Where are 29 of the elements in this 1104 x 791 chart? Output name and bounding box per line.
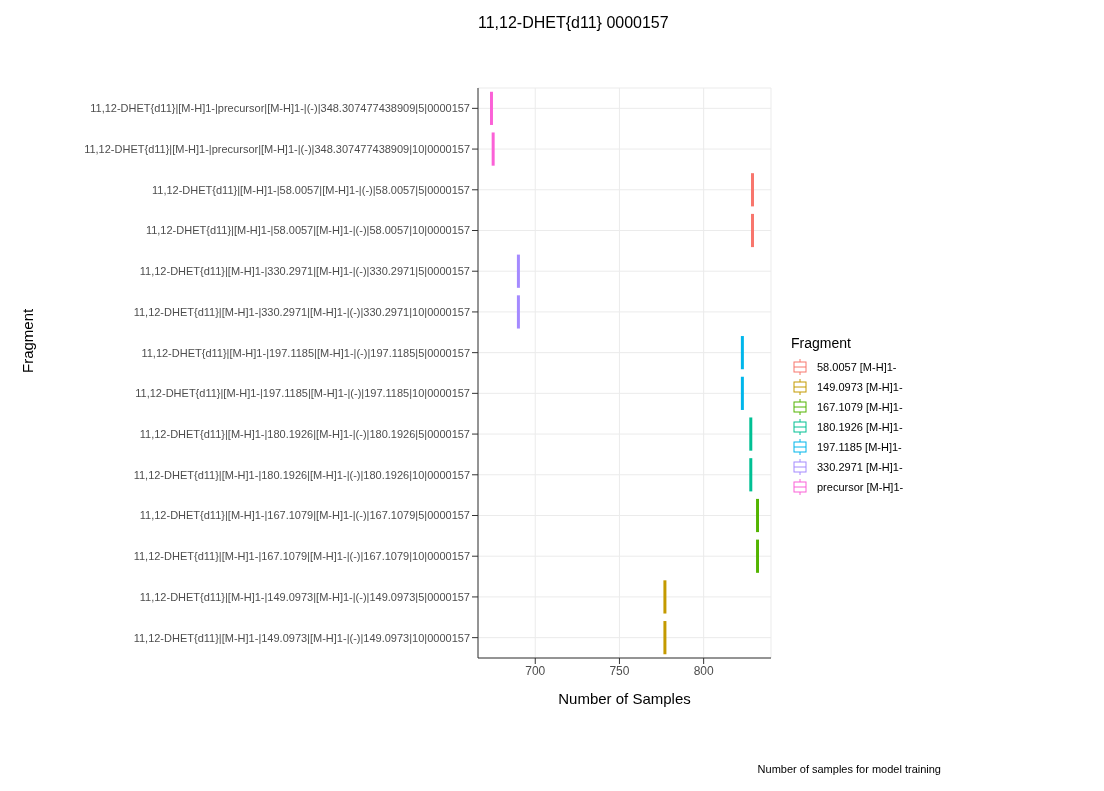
y-tick-label: 11,12-DHET{d11}|[M-H]1-|330.2971|[M-H]1-|(-)|330.2971|5|0000157 — [139, 265, 470, 278]
y-axis-title: Fragment — [19, 307, 37, 373]
legend-title: Fragment — [791, 334, 852, 351]
y-tick-label: 11,12-DHET{d11}|[M-H]1-|149.0973|[M-H]1-|(-)|149.0973|5|0000157 — [139, 590, 470, 603]
y-tick-label: 11,12-DHET{d11}|[M-H]1-|180.1926|[M-H]1-|(-)|180.1926|5|0000157 — [139, 427, 470, 440]
x-axis-title: Number of Samples — [558, 690, 691, 707]
y-tick-label: 11,12-DHET{d11}|[M-H]1-|58.0057|[M-H]1-|(-)|58.0057|5|0000157 — [152, 183, 470, 196]
legend-label: 149.0973 [M-H]1- — [817, 380, 903, 393]
y-tick-label: 11,12-DHET{d11}|[M-H]1-|167.1079|[M-H]1-|(-)|167.1079|10|0000157 — [133, 550, 470, 563]
legend-label: 180.1926 [M-H]1- — [817, 420, 903, 433]
y-tick-label: 11,12-DHET{d11}|[M-H]1-|precursor|[M-H]1-|(-)|348.307477438909|10|0000157 — [84, 142, 470, 155]
legend-label: 167.1079 [M-H]1- — [817, 400, 903, 413]
legend-label: 58.0057 [M-H]1- — [817, 360, 897, 373]
legend-label: 197.1185 [M-H]1- — [817, 440, 902, 453]
y-tick-label: 11,12-DHET{d11}|[M-H]1-|precursor|[M-H]1-|(-)|348.307477438909|5|0000157 — [90, 102, 470, 115]
y-tick-label: 11,12-DHET{d11}|[M-H]1-|180.1926|[M-H]1-|(-)|180.1926|10|0000157 — [133, 468, 470, 481]
y-tick-label: 11,12-DHET{d11}|[M-H]1-|197.1185|[M-H]1-|(-)|197.1185|5|0000157 — [141, 346, 470, 359]
x-tick-label: 700 — [525, 663, 546, 678]
chart-title: 11,12-DHET{d11} 0000157 — [478, 14, 669, 32]
y-tick-label: 11,12-DHET{d11}|[M-H]1-|149.0973|[M-H]1-|(-)|149.0973|10|0000157 — [133, 631, 470, 644]
y-tick-label: 11,12-DHET{d11}|[M-H]1-|167.1079|[M-H]1-|(-)|167.1079|5|0000157 — [139, 509, 470, 522]
y-tick-label: 11,12-DHET{d11}|[M-H]1-|197.1185|[M-H]1-|(-)|197.1185|10|0000157 — [135, 387, 470, 400]
x-tick-label: 800 — [693, 663, 714, 678]
y-tick-label: 11,12-DHET{d11}|[M-H]1-|330.2971|[M-H]1-|(-)|330.2971|10|0000157 — [133, 305, 470, 318]
legend-label: precursor [M-H]1- — [817, 480, 904, 493]
legend-label: 330.2971 [M-H]1- — [817, 460, 903, 473]
text: Number of samples for model training — [757, 763, 941, 775]
x-tick-label: 750 — [609, 663, 630, 678]
y-tick-label: 11,12-DHET{d11}|[M-H]1-|58.0057|[M-H]1-|(-)|58.0057|10|0000157 — [145, 224, 470, 237]
